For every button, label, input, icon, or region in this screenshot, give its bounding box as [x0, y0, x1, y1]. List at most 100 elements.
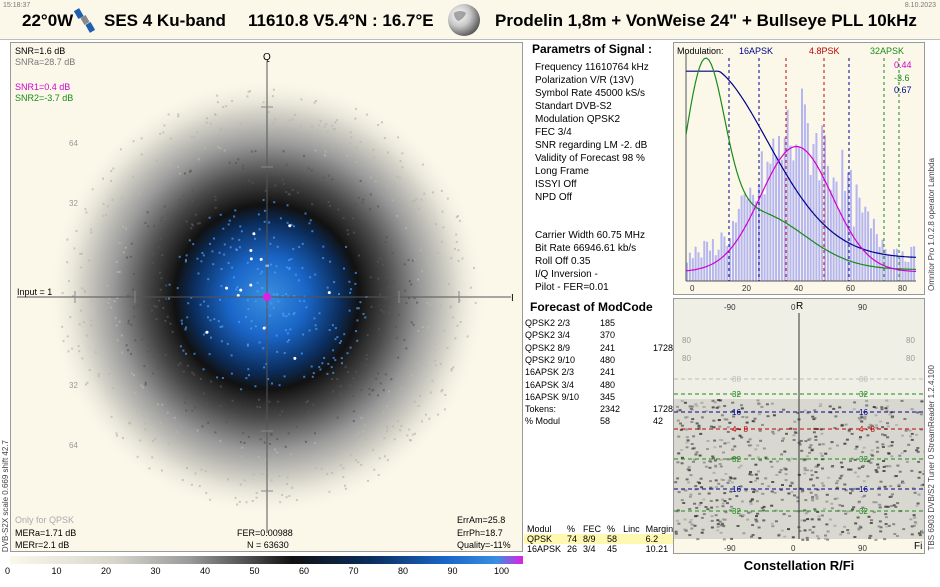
constellation-point	[339, 385, 342, 388]
constellation-point	[473, 267, 476, 270]
constellation-point	[322, 176, 325, 179]
constellation-point	[139, 280, 142, 283]
rfi-point	[853, 401, 857, 404]
rfi-point	[865, 404, 869, 407]
rfi-point	[694, 403, 698, 406]
rfi-point	[755, 520, 759, 523]
constellation-point	[291, 188, 294, 191]
constellation-point	[340, 443, 343, 446]
constellation-point	[155, 305, 158, 308]
rfi-point	[688, 495, 692, 498]
constellation-point	[405, 347, 408, 350]
rfi-point	[738, 434, 742, 437]
color-scale-tick: 60	[299, 566, 310, 576]
constellation-point	[380, 309, 383, 312]
value-magenta: 0.44	[894, 60, 912, 70]
modulation-label: Modulation:	[677, 46, 724, 56]
constellation-point	[91, 188, 94, 191]
constellation-point	[273, 236, 275, 239]
rfi-point	[808, 528, 812, 531]
rfi-point	[843, 525, 847, 528]
rfi-point	[879, 420, 883, 423]
constellation-point	[330, 366, 333, 369]
table-header: FEC	[583, 524, 602, 534]
constellation-point	[281, 410, 284, 413]
constellation-point	[258, 228, 261, 231]
constellation-point	[416, 301, 419, 304]
constellation-point	[360, 463, 363, 466]
constellation-point	[157, 354, 160, 357]
constellation-point	[239, 483, 242, 486]
constellation-point	[342, 217, 345, 220]
rfi-point	[850, 432, 854, 435]
rfi-point	[817, 515, 821, 518]
constellation-point	[361, 217, 364, 220]
rfi-level-label: 16	[732, 408, 741, 417]
rfi-point	[783, 450, 787, 453]
constellation-point	[186, 316, 189, 319]
constellation-point	[413, 400, 416, 403]
constellation-point	[359, 179, 362, 182]
constellation-point	[454, 337, 457, 340]
rfi-point	[868, 535, 872, 537]
table-cell	[620, 534, 643, 544]
constellation-point	[169, 137, 172, 140]
constellation-point	[434, 223, 437, 226]
rfi-point	[735, 457, 739, 459]
histogram-bar	[826, 165, 829, 281]
constellation-point	[160, 277, 163, 280]
constellation-point	[276, 451, 279, 454]
constellation-point	[132, 140, 135, 143]
rfi-point	[836, 444, 839, 447]
rfi-point	[860, 420, 864, 423]
constellation-point	[301, 267, 304, 270]
constellation-point	[289, 119, 292, 122]
constellation-point	[142, 320, 145, 323]
constellation-point	[219, 213, 222, 216]
constellation-point	[332, 349, 335, 352]
constellation-point	[226, 342, 229, 345]
rfi-point	[723, 492, 727, 495]
rfi-point	[887, 445, 891, 448]
rfi-point	[920, 428, 923, 431]
constellation-point	[245, 377, 248, 380]
rfi-point	[806, 518, 810, 521]
rfi-point	[749, 500, 753, 503]
constellation-point	[354, 459, 357, 461]
histogram-bar	[852, 226, 855, 281]
constellation-point	[225, 420, 228, 423]
constellation-point	[179, 345, 182, 348]
rfi-point	[908, 429, 912, 432]
rfi-point	[812, 431, 816, 434]
rfi-point	[694, 453, 698, 456]
constellation-point	[160, 469, 163, 472]
constellation-point	[148, 467, 151, 470]
constellation-point	[265, 363, 268, 366]
rfi-point	[879, 530, 883, 533]
rfi-point	[849, 460, 852, 463]
rfi-point	[838, 504, 842, 507]
rfi-point	[779, 489, 783, 491]
histogram-bar	[740, 195, 743, 281]
constellation-point	[389, 410, 392, 413]
param-line: Bit Rate 66946.61 kb/s	[535, 243, 637, 254]
constellation-point	[159, 219, 162, 222]
rfi-point	[714, 464, 718, 467]
rfi-point	[755, 477, 759, 480]
rfi-level-label: 80	[906, 336, 915, 345]
rfi-point	[810, 449, 814, 452]
rfi-point	[856, 516, 860, 519]
rfi-point	[813, 417, 817, 420]
rfi-point	[870, 449, 874, 452]
rfi-point	[776, 460, 780, 463]
constellation-point	[115, 324, 118, 327]
param-line: I/Q Inversion -	[535, 269, 598, 280]
constellation-point	[386, 427, 389, 430]
constellation-point	[362, 429, 364, 432]
constellation-point	[110, 367, 113, 370]
constellation-point	[188, 239, 191, 242]
constellation-point	[271, 95, 274, 98]
rfi-level-label: 32	[732, 455, 741, 464]
rfi-point	[845, 438, 849, 441]
rfi-point	[799, 439, 803, 442]
